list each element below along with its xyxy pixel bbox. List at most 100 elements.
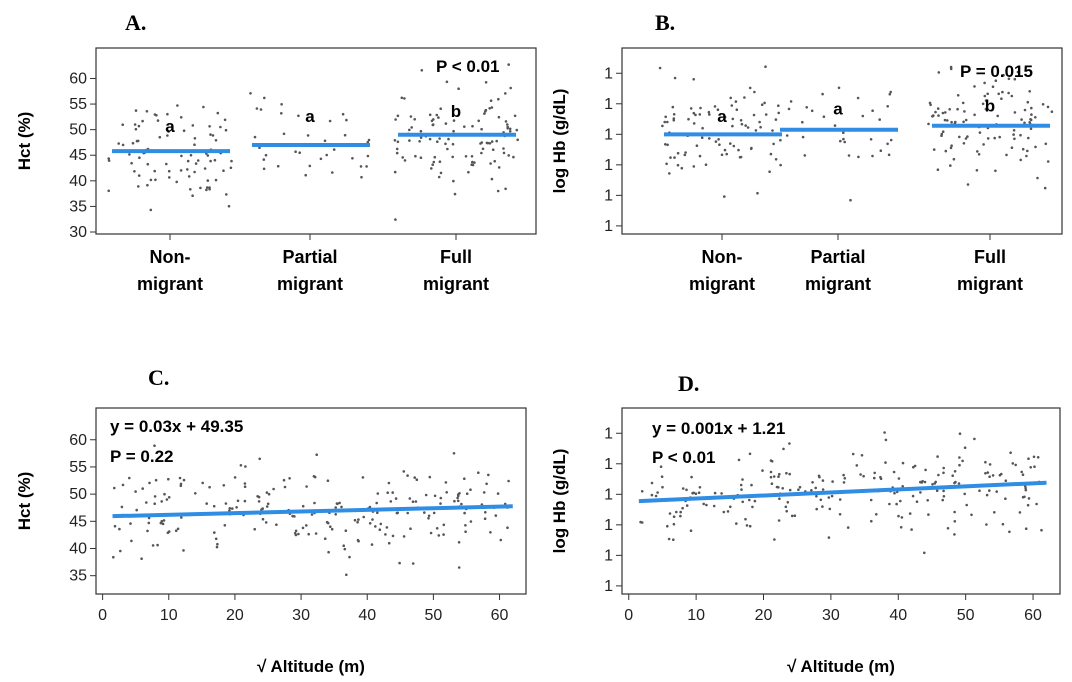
data-point (408, 497, 412, 500)
y-tick-label: 1 (604, 96, 613, 113)
data-point (1026, 503, 1030, 507)
data-point (661, 124, 664, 128)
data-point (790, 514, 794, 518)
data-point (410, 126, 414, 129)
data-point (937, 114, 940, 117)
data-point (983, 94, 987, 98)
data-point (676, 163, 680, 167)
data-point (1011, 462, 1015, 465)
data-point (310, 513, 314, 516)
data-point (1016, 70, 1020, 74)
x-axis-label-d: √ Altitude (m) (787, 657, 895, 676)
p-value-a: P < 0.01 (436, 57, 500, 76)
data-point (156, 543, 159, 547)
data-point (768, 170, 771, 173)
data-point (711, 425, 714, 428)
category-label: migrant (957, 274, 1023, 294)
data-point (843, 140, 846, 144)
data-point (393, 170, 397, 174)
data-point (137, 124, 141, 128)
data-point (306, 134, 310, 137)
data-point (490, 140, 494, 143)
data-point (893, 491, 896, 495)
data-point (191, 194, 194, 197)
data-point (427, 517, 430, 520)
data-point (502, 151, 506, 155)
data-point (714, 140, 718, 143)
data-point (779, 138, 782, 142)
data-point (163, 492, 166, 496)
data-point (222, 484, 226, 487)
data-point (146, 162, 150, 166)
data-point (785, 471, 788, 475)
data-point (483, 112, 486, 115)
data-point (305, 524, 308, 527)
data-point (676, 151, 680, 155)
data-point (473, 161, 476, 164)
data-point (182, 549, 185, 552)
data-point (507, 63, 511, 66)
data-point (684, 151, 687, 154)
data-point (821, 488, 825, 491)
data-point (860, 454, 864, 457)
data-point (391, 491, 395, 494)
y-tick-label: 35 (69, 568, 87, 585)
data-point (785, 509, 788, 513)
data-point (1004, 497, 1007, 501)
data-point (360, 175, 363, 179)
data-point (698, 154, 702, 158)
data-point (671, 105, 675, 109)
data-point (953, 533, 956, 536)
data-point (966, 183, 970, 186)
data-point (899, 526, 903, 529)
data-point (391, 534, 395, 538)
data-point (366, 140, 370, 144)
data-point (748, 452, 752, 456)
data-point (419, 129, 423, 133)
data-point (1035, 502, 1038, 506)
data-point (861, 114, 865, 118)
data-point (932, 114, 935, 117)
data-point (660, 475, 664, 479)
data-point (778, 472, 781, 476)
data-point (919, 480, 922, 484)
y-axis-a: 30 35 40 45 50 55 60 (69, 70, 96, 241)
data-point (353, 518, 357, 522)
data-point (731, 117, 735, 121)
data-point (282, 478, 286, 482)
data-point (214, 139, 218, 142)
data-point (842, 137, 845, 141)
data-point (187, 175, 191, 178)
data-point (154, 178, 157, 182)
data-point (464, 530, 467, 533)
data-point (764, 113, 768, 116)
data-point (985, 493, 989, 497)
data-point (772, 475, 776, 478)
data-point (161, 522, 165, 526)
data-point (708, 137, 711, 140)
data-point (935, 489, 939, 493)
data-point (1007, 91, 1010, 95)
data-point (748, 498, 751, 502)
data-point (679, 510, 682, 514)
data-point (445, 80, 449, 84)
data-point (666, 120, 669, 124)
data-point (1036, 456, 1040, 459)
x-tick-label: 40 (889, 607, 907, 624)
data-point (698, 113, 702, 116)
data-point (1024, 488, 1028, 492)
data-point (927, 513, 930, 516)
data-point (224, 502, 228, 505)
data-point (253, 135, 257, 139)
data-point (206, 179, 210, 182)
y-tick-label: 1 (604, 65, 613, 82)
data-point (685, 488, 688, 492)
data-point (194, 162, 198, 165)
data-point (146, 183, 149, 187)
data-point (692, 111, 696, 115)
data-point (814, 486, 817, 490)
data-point (496, 189, 500, 193)
x-axis-label-c: √ Altitude (m) (257, 657, 365, 676)
data-point (464, 155, 468, 158)
data-point (665, 162, 668, 166)
